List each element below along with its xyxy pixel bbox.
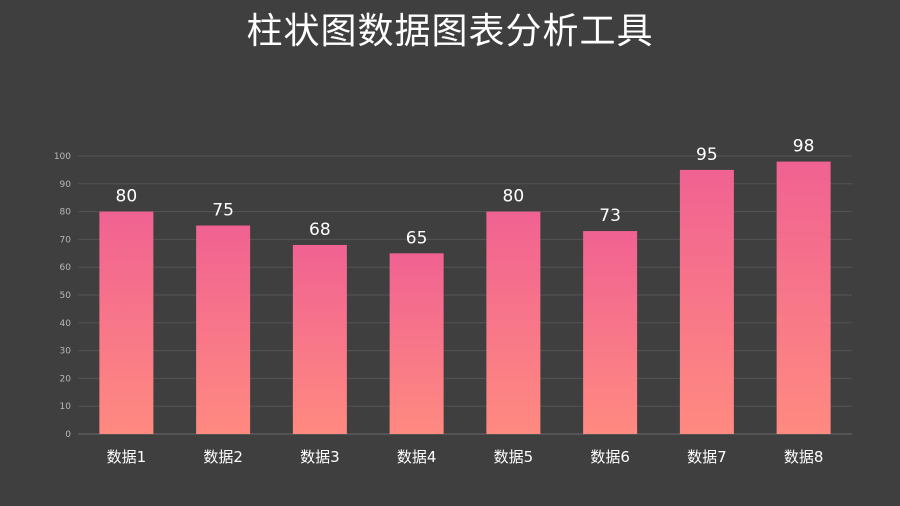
x-tick-label: 数据8 bbox=[784, 448, 824, 466]
y-axis: 0 10 20 30 40 50 60 70 80 90 100 bbox=[54, 152, 71, 440]
y-tick-label: 20 bbox=[60, 374, 72, 384]
chart-title: 柱状图数据图表分析工具 bbox=[246, 11, 654, 52]
y-tick-label: 100 bbox=[54, 152, 71, 162]
x-tick-label: 数据5 bbox=[494, 448, 534, 466]
bar bbox=[583, 231, 638, 434]
data-label: 68 bbox=[309, 220, 331, 240]
data-label: 65 bbox=[406, 228, 428, 248]
y-tick-label: 50 bbox=[60, 291, 72, 301]
bar bbox=[776, 161, 831, 434]
y-tick-label: 70 bbox=[60, 235, 72, 245]
bar bbox=[99, 211, 154, 434]
y-tick-label: 60 bbox=[60, 263, 72, 273]
bar bbox=[196, 225, 251, 434]
grid-lines bbox=[78, 155, 852, 435]
bar bbox=[486, 211, 541, 434]
data-label: 98 bbox=[793, 137, 815, 157]
x-tick-label: 数据1 bbox=[107, 448, 147, 466]
y-tick-label: 80 bbox=[60, 208, 72, 218]
data-label: 95 bbox=[696, 145, 718, 165]
y-tick-label: 40 bbox=[60, 319, 72, 329]
data-label: 73 bbox=[599, 206, 621, 226]
y-tick-label: 90 bbox=[60, 180, 72, 190]
x-tick-label: 数据7 bbox=[687, 448, 727, 466]
data-label: 80 bbox=[503, 187, 525, 207]
x-tick-label: 数据4 bbox=[397, 448, 437, 466]
y-tick-label: 10 bbox=[60, 402, 72, 412]
y-tick-label: 30 bbox=[60, 347, 72, 357]
data-labels: 80 75 68 65 80 73 95 98 bbox=[116, 137, 815, 249]
x-tick-label: 数据6 bbox=[590, 448, 630, 466]
data-label: 80 bbox=[116, 187, 138, 207]
bar bbox=[679, 169, 734, 434]
x-tick-label: 数据3 bbox=[300, 448, 340, 466]
bars bbox=[99, 161, 831, 434]
x-tick-label: 数据2 bbox=[203, 448, 243, 466]
bar bbox=[389, 253, 444, 434]
y-tick-label: 0 bbox=[65, 430, 71, 440]
x-axis: 数据1 数据2 数据3 数据4 数据5 数据6 数据7 数据8 bbox=[107, 448, 824, 466]
data-label: 75 bbox=[212, 201, 234, 221]
bar bbox=[292, 244, 347, 434]
